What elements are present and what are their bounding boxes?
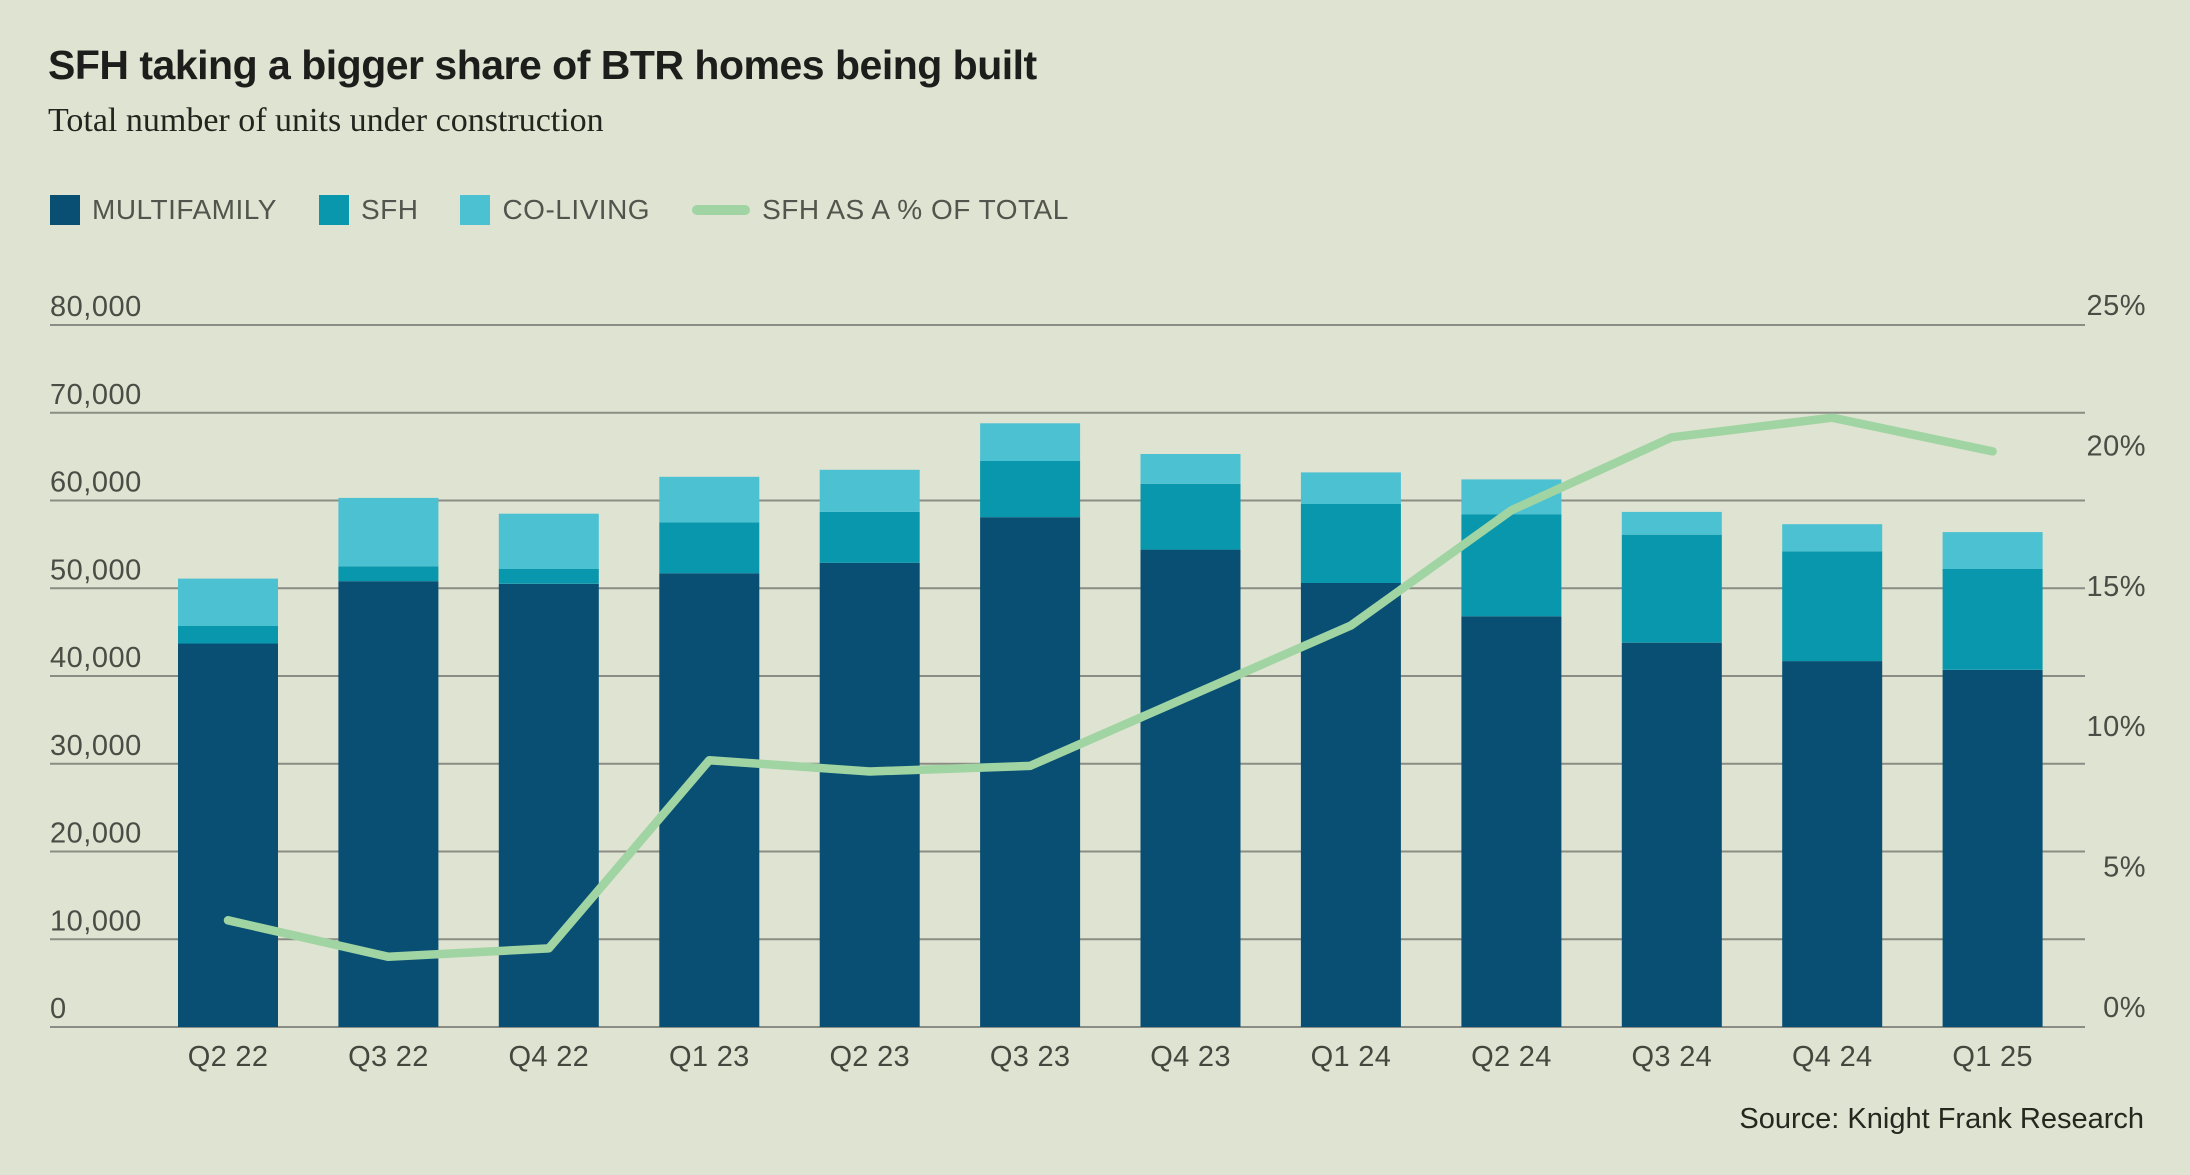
legend-item-multifamily: MULTIFAMILY (50, 194, 277, 226)
x-axis-label: Q3 23 (990, 1041, 1071, 1073)
sfh-swatch-icon (318, 195, 349, 225)
bar-segment-sfh-q4-24 (1782, 551, 1883, 662)
right-axis-tick-label: 20% (2086, 430, 2146, 462)
legend-label: MULTIFAMILY (92, 194, 277, 225)
bar-segment-multifamily-q3-24 (1621, 642, 1722, 1027)
bar-segment-sfh-q3-22 (338, 566, 439, 582)
bar-segment-sfh-q4-22 (498, 568, 599, 584)
bar-segment-co-living-q3-23 (980, 423, 1081, 461)
line-swatch-icon (692, 205, 751, 215)
bar-segment-co-living-q4-24 (1782, 524, 1883, 552)
legend-item-sfh: SFH (318, 194, 419, 226)
legend-item-co-living: CO-LIVING (460, 194, 650, 226)
bar-segment-sfh-q3-24 (1621, 534, 1722, 643)
x-axis-label: Q1 23 (669, 1041, 750, 1073)
chart-legend: MULTIFAMILY SFH CO-LIVING SFH AS A % OF … (50, 194, 1069, 226)
co-living-swatch-icon (460, 195, 491, 225)
bar-segment-multifamily-q1-24 (1300, 583, 1401, 1027)
bar-segment-co-living-q2-23 (819, 469, 920, 512)
left-axis-tick-label: 80,000 (50, 291, 142, 323)
left-axis-tick-label: 60,000 (50, 467, 142, 499)
legend-item-sfh-percent: SFH AS A % OF TOTAL (692, 194, 1069, 226)
bar-segment-co-living-q3-22 (338, 497, 439, 567)
left-axis-tick-label: 20,000 (50, 818, 142, 850)
multifamily-swatch-icon (50, 195, 80, 225)
bar-segment-sfh-q1-23 (659, 522, 760, 574)
bar-segment-sfh-q1-25 (1942, 568, 2043, 670)
chart-title: SFH taking a bigger share of BTR homes b… (48, 42, 1037, 88)
bar-segment-sfh-q4-23 (1140, 483, 1241, 550)
legend-label: SFH (360, 194, 419, 225)
left-axis-tick-label: 70,000 (50, 379, 142, 411)
bar-segment-co-living-q1-23 (659, 476, 760, 523)
x-axis-label: Q2 22 (188, 1041, 269, 1073)
x-axis-label: Q3 22 (348, 1041, 429, 1073)
bar-segment-sfh-q2-24 (1461, 514, 1562, 617)
sfh-percent-line (223, 413, 1997, 962)
legend-label: SFH AS A % OF TOTAL (762, 194, 1069, 225)
x-axis-label: Q4 23 (1150, 1041, 1231, 1073)
right-axis-tick-label: 0% (2103, 992, 2146, 1024)
left-axis-tick-label: 30,000 (50, 730, 142, 762)
x-axis-label: Q1 24 (1311, 1041, 1392, 1073)
right-axis-tick-label: 25% (2086, 290, 2146, 322)
left-axis-tick-label: 40,000 (50, 642, 142, 674)
bar-segment-co-living-q1-25 (1942, 532, 2043, 569)
bar-segment-multifamily-q2-22 (178, 643, 278, 1027)
bar-segment-co-living-q2-22 (178, 578, 278, 626)
right-axis-tick-label: 10% (2086, 711, 2146, 743)
x-axis-label: Q2 23 (829, 1041, 910, 1073)
right-axis-tick-label: 15% (2086, 571, 2146, 603)
bar-segment-sfh-q1-24 (1300, 504, 1401, 583)
left-axis-tick-label: 10,000 (50, 905, 142, 937)
chart-subtitle: Total number of units under construction (48, 102, 604, 139)
bar-segment-co-living-q4-23 (1140, 454, 1241, 484)
legend-label: CO-LIVING (502, 194, 651, 225)
bar-segment-multifamily-q1-25 (1942, 669, 2043, 1027)
x-axis-label: Q4 24 (1792, 1041, 1873, 1073)
bar-segment-multifamily-q4-23 (1140, 549, 1241, 1027)
bar-segment-co-living-q1-24 (1300, 472, 1401, 504)
x-axis-label: Q1 25 (1952, 1041, 2033, 1073)
bar-segment-sfh-q2-23 (819, 511, 920, 563)
bar-segment-multifamily-q3-23 (980, 517, 1081, 1027)
source-note: Source: Knight Frank Research (1739, 1103, 2144, 1135)
bar-segment-multifamily-q2-24 (1461, 616, 1562, 1027)
right-axis-tick-label: 5% (2103, 852, 2146, 884)
bar-segment-sfh-q2-22 (178, 626, 278, 644)
bar-segment-sfh-q3-23 (980, 461, 1081, 518)
bar-segment-co-living-q3-24 (1621, 511, 1722, 535)
x-axis-label: Q3 24 (1632, 1041, 1713, 1073)
x-axis-label: Q4 22 (509, 1041, 590, 1073)
left-axis-tick-label: 50,000 (50, 554, 142, 586)
bar-segment-co-living-q4-22 (498, 513, 599, 569)
bar-segment-multifamily-q4-24 (1782, 661, 1883, 1027)
bar-segment-multifamily-q4-22 (498, 583, 599, 1027)
left-axis-tick-label: 0 (50, 993, 67, 1025)
x-axis-label: Q2 24 (1471, 1041, 1552, 1073)
bar-segment-multifamily-q2-23 (819, 562, 920, 1027)
